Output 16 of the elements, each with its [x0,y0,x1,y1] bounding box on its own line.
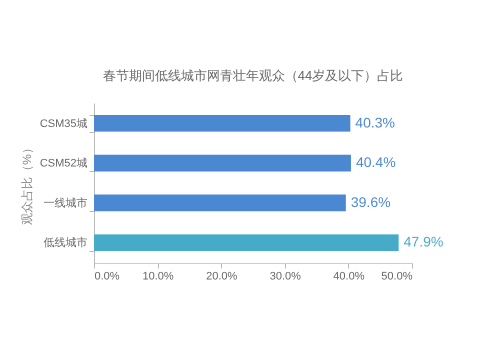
chart-title: 春节期间低线城市网青壮年观众（44岁及以下）占比 [102,68,404,83]
data-label: 47.9% [404,234,444,250]
data-label: 40.4% [356,154,396,170]
x-tick-label: 20.0% [206,270,238,282]
x-tick-label: 40.0% [333,270,365,282]
x-tick-label: 10.0% [142,270,174,282]
data-label: 40.3% [355,114,396,130]
x-tick-label: 0.0% [94,270,120,282]
y-tick-label: CSM52城 [40,156,88,170]
y-tick-label: 低线城市 [44,236,88,250]
y-tick-label: CSM35城 [40,116,88,130]
y-axis-title: 观众占比（%） [20,142,34,225]
y-tick-label: 一线城市 [44,196,88,210]
x-tick-label: 50.0% [381,270,413,282]
data-label: 39.6% [350,194,391,210]
x-tick-label: 30.0% [270,270,302,282]
